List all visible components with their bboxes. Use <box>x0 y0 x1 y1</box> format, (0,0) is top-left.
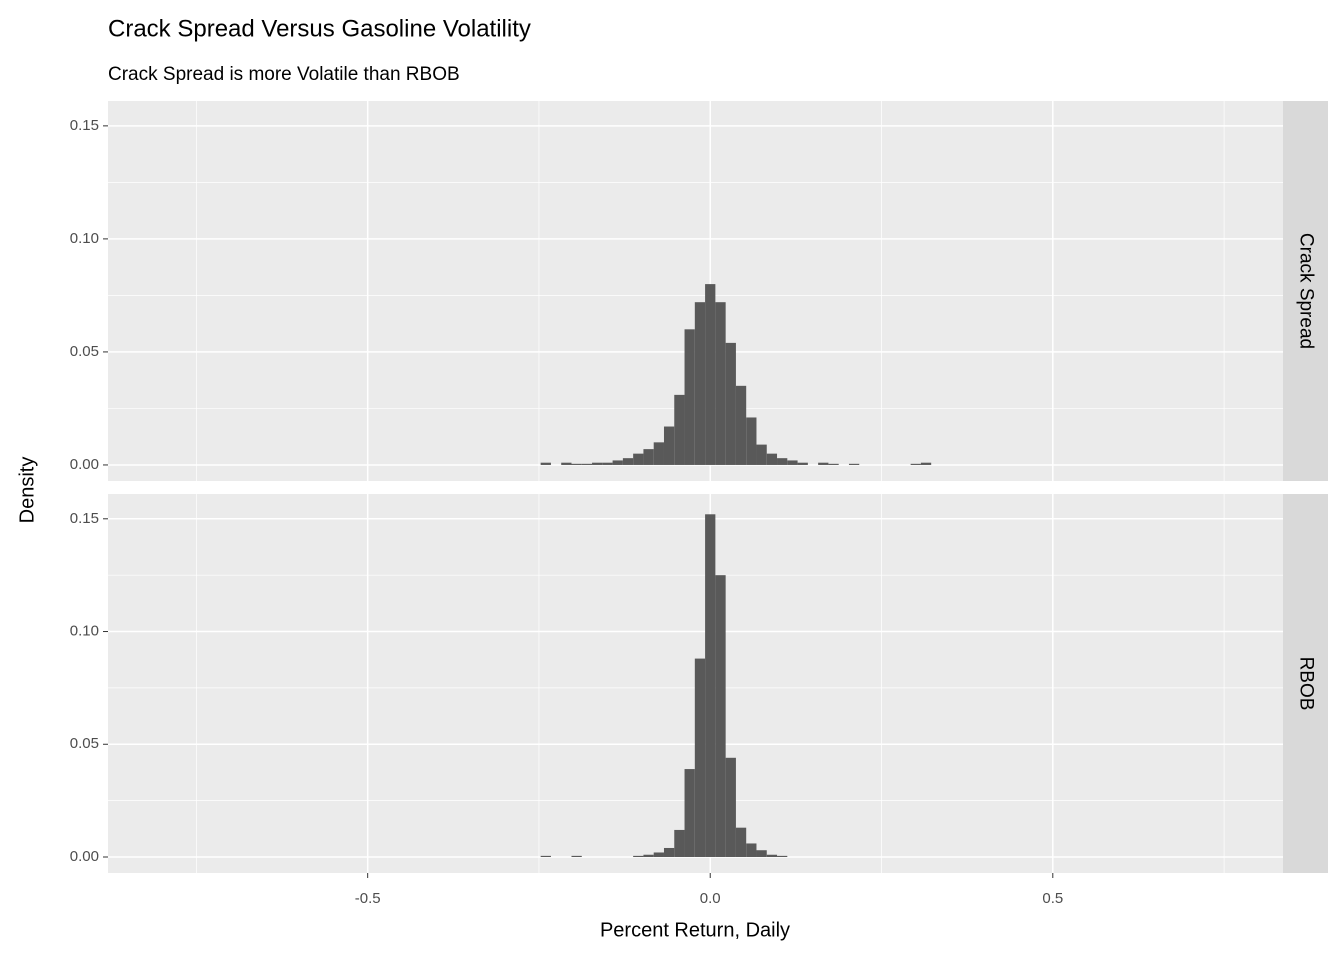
histogram-bar <box>643 854 654 857</box>
histogram-bar <box>592 462 603 465</box>
y-tick-label: 0.00 <box>70 848 99 865</box>
histogram-bar <box>622 458 634 465</box>
histogram-bar <box>674 394 685 465</box>
histogram-bar <box>663 847 675 857</box>
histogram-bar <box>684 769 695 857</box>
histogram-bar <box>848 463 860 465</box>
x-tick-label: 0.0 <box>700 890 721 907</box>
histogram-bar <box>725 342 736 465</box>
histogram-bar <box>694 658 706 857</box>
histogram-bar <box>756 850 767 857</box>
histogram-bar <box>766 854 778 857</box>
histogram-bar <box>787 460 798 465</box>
histogram-bar <box>633 453 644 465</box>
histogram-bar <box>828 463 839 465</box>
histogram-bar <box>725 757 736 857</box>
facet-strip <box>1283 101 1328 481</box>
histogram-bar <box>735 385 747 465</box>
y-tick-label: 0.10 <box>70 230 99 247</box>
histogram-bar <box>746 417 757 465</box>
histogram-bar <box>633 855 644 857</box>
y-tick-label: 0.15 <box>70 510 99 527</box>
histogram-bar <box>663 426 675 465</box>
facet-label: RBOB <box>1295 657 1316 711</box>
histogram-bar <box>571 463 582 465</box>
x-tick-label: 0.5 <box>1042 890 1063 907</box>
histogram-bar <box>705 514 716 857</box>
histogram-bar <box>818 462 829 465</box>
histogram-bar <box>715 575 726 857</box>
histogram-bar <box>777 855 788 857</box>
y-tick-label: 0.15 <box>70 117 99 134</box>
histogram-bar <box>910 463 921 465</box>
y-tick-label: 0.00 <box>70 456 99 473</box>
y-tick-label: 0.05 <box>70 735 99 752</box>
histogram-bar <box>746 843 757 857</box>
histogram-bar <box>766 453 778 465</box>
histogram-bar <box>735 827 747 857</box>
histogram-bar <box>777 458 788 465</box>
y-axis-title: Density <box>16 457 38 524</box>
histogram-bar <box>797 462 808 465</box>
y-tick-label: 0.05 <box>70 343 99 360</box>
facet-strip <box>1283 494 1328 873</box>
x-tick-label: -0.5 <box>355 890 381 907</box>
histogram-bar <box>602 462 613 465</box>
x-axis-title: Percent Return, Daily <box>600 919 790 941</box>
facet-label: Crack Spread <box>1295 233 1316 349</box>
histogram-bar <box>571 855 582 857</box>
histogram-bar <box>920 462 932 465</box>
histogram-bar <box>612 460 623 465</box>
histogram-bar <box>756 444 767 465</box>
histogram-bar <box>581 463 593 465</box>
chart-title: Crack Spread Versus Gasoline Volatility <box>108 15 531 42</box>
histogram-bar <box>684 329 695 465</box>
histogram-bar <box>653 442 664 465</box>
histogram-bar <box>540 855 551 857</box>
histogram-bar <box>674 829 685 857</box>
y-tick-label: 0.10 <box>70 623 99 640</box>
histogram-bar <box>694 302 706 465</box>
histogram-bar <box>653 852 664 857</box>
histogram-bar <box>715 302 726 465</box>
histogram-bar <box>561 462 572 465</box>
histogram-bar <box>540 462 551 465</box>
histogram-bar <box>643 449 654 465</box>
histogram-bar <box>705 284 716 465</box>
chart-subtitle: Crack Spread is more Volatile than RBOB <box>108 64 460 85</box>
